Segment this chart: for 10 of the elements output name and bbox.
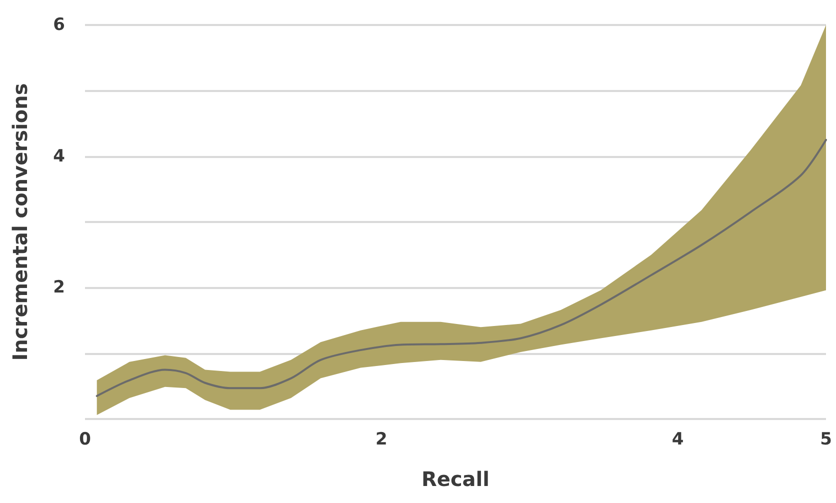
y-tick-label: 4 xyxy=(53,146,66,166)
x-tick-label: 2 xyxy=(375,430,388,450)
y-tick-label: 6 xyxy=(53,15,65,35)
x-tick-label: 0 xyxy=(79,430,92,450)
x-tick-label: 5 xyxy=(820,430,832,450)
line-series xyxy=(96,138,827,398)
x-tick-label: 4 xyxy=(672,430,684,450)
y-tick-label: 2 xyxy=(53,278,65,298)
y-axis-title: Incremental conversions xyxy=(8,83,32,361)
x-axis-title: Recall xyxy=(421,467,490,491)
